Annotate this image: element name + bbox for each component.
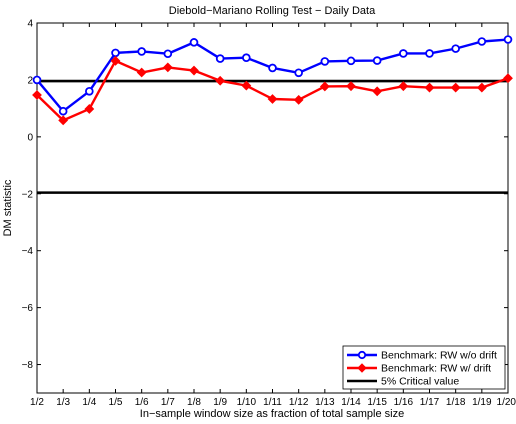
data-point <box>319 81 330 92</box>
data-point <box>503 35 513 44</box>
x-tick-label: 1/14 <box>341 397 361 408</box>
data-point <box>267 94 278 104</box>
x-axis-ticks: 1/2 1/3 1/4 1/5 1/6 1/7 1/8 1/9 1/10 1/11 1/12 1/13… <box>30 23 516 408</box>
legend-label: Benchmark: RW w/ drift <box>381 363 491 375</box>
data-point <box>477 37 487 46</box>
x-tick-label: 1/13 <box>315 397 335 408</box>
data-point <box>32 90 42 100</box>
x-tick-label: 1/11 <box>263 397 282 408</box>
x-tick-label: 1/20 <box>497 397 516 408</box>
legend-label: Benchmark: RW w/o drift <box>381 350 497 362</box>
x-tick-label: 1/4 <box>82 397 96 408</box>
data-point <box>450 82 461 93</box>
y-tick-label: −6 <box>22 303 34 314</box>
data-point <box>58 115 69 126</box>
data-point <box>137 47 146 56</box>
x-tick-label: 1/8 <box>187 397 201 408</box>
y-axis-label: DM statistic <box>2 179 14 236</box>
data-point <box>268 63 277 73</box>
data-point <box>84 104 95 114</box>
data-point <box>242 53 251 63</box>
data-point <box>163 49 173 59</box>
data-point <box>189 38 199 47</box>
x-tick-label: 1/17 <box>420 397 440 408</box>
legend-entry: 5% Critical value <box>347 376 459 388</box>
legend-marker <box>357 363 367 373</box>
data-point <box>189 65 199 76</box>
data-point <box>398 81 409 92</box>
y-tick-label: −8 <box>22 360 34 371</box>
x-tick-label: 1/2 <box>30 397 44 408</box>
x-tick-label: 1/16 <box>394 397 414 408</box>
data-point <box>476 82 487 93</box>
y-tick-label: 4 <box>27 19 33 30</box>
data-point <box>32 75 42 85</box>
data-point <box>451 44 460 53</box>
x-tick-label: 1/7 <box>161 397 175 408</box>
x-tick-label: 1/5 <box>109 397 123 408</box>
data-point <box>162 62 173 73</box>
data-point <box>399 49 408 58</box>
series-2 <box>32 55 513 126</box>
data-point <box>110 55 121 66</box>
data-point <box>346 81 356 92</box>
data-point <box>215 54 225 63</box>
x-tick-label: 1/10 <box>237 397 257 408</box>
data-point <box>85 87 94 96</box>
x-tick-label: 1/12 <box>289 397 309 408</box>
y-tick-label: 2 <box>27 75 33 86</box>
data-point <box>111 48 120 58</box>
chart-title: Diebold−Mariano Rolling Test − Daily Dat… <box>169 5 376 17</box>
data-point <box>136 67 147 78</box>
series-layer <box>32 35 513 126</box>
data-point <box>294 68 303 78</box>
legend-marker <box>357 350 367 360</box>
data-point <box>425 49 434 58</box>
legend-entry: Benchmark: RW w/ drift <box>347 363 491 375</box>
data-point <box>58 106 68 116</box>
data-point <box>293 94 304 105</box>
x-tick-label: 1/19 <box>472 397 492 408</box>
data-point <box>424 82 435 93</box>
x-tick-label: 1/15 <box>367 397 387 408</box>
data-point <box>241 80 252 91</box>
data-point <box>215 75 226 86</box>
data-point <box>372 86 383 97</box>
x-tick-label: 1/18 <box>446 397 466 408</box>
x-tick-label: 1/3 <box>56 397 70 408</box>
x-axis-label: In−sample window size as fraction of tot… <box>140 408 404 420</box>
legend-label: 5% Critical value <box>381 376 459 388</box>
critical-value-lines <box>37 79 508 194</box>
data-point <box>503 73 513 84</box>
y-tick-label: −4 <box>22 246 34 257</box>
data-point <box>346 56 356 66</box>
series-1 <box>32 35 513 116</box>
legend-entry: Benchmark: RW w/o drift <box>347 350 497 362</box>
y-tick-label: 0 <box>27 132 33 143</box>
x-tick-label: 1/6 <box>135 397 149 408</box>
plot-area <box>36 22 509 394</box>
data-point <box>320 57 330 66</box>
y-tick-label: −2 <box>22 189 34 200</box>
x-tick-label: 1/9 <box>213 397 227 408</box>
data-point <box>372 56 382 65</box>
